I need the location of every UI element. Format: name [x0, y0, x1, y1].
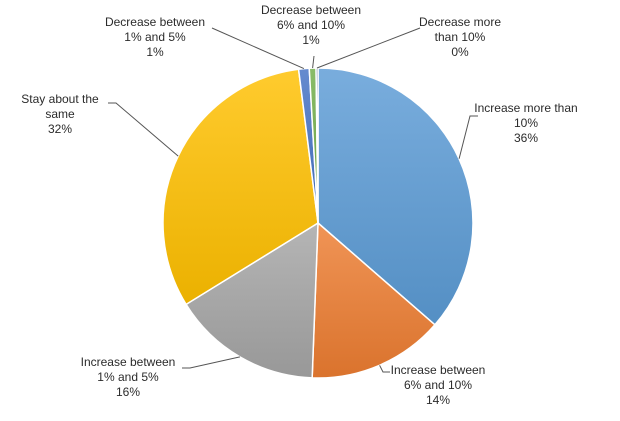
leader-line-increase-1-to-5 [182, 356, 241, 369]
leader-line-increase-6-to-10 [379, 365, 390, 373]
label-stay-about-same: Stay about the same 32% [21, 92, 99, 136]
leader-line-decrease-1-to-5 [211, 27, 305, 70]
slice-increase-1-to-5 [185, 221, 319, 379]
label-decrease-more-than-10: Decrease more than 10% 0% [419, 15, 501, 59]
leader-line-increase-more-than-10 [458, 115, 478, 159]
slice-increase-6-to-10 [311, 221, 436, 379]
slice-increase-more-than-10 [317, 67, 474, 326]
leader-lines [108, 27, 478, 373]
leader-line-decrease-more-than-10 [316, 27, 421, 69]
slice-labels: Increase more than 10% 36% Increase between… [21, 3, 577, 407]
label-increase-1-to-5: Increase between 1% and 5% 16% [81, 355, 176, 399]
label-increase-more-than-10: Increase more than 10% 36% [474, 101, 577, 145]
label-decrease-1-to-5: Decrease between 1% and 5% 1% [105, 15, 205, 59]
leader-line-decrease-6-to-10 [312, 55, 315, 69]
leader-line-stay-about-same [108, 102, 179, 157]
label-decrease-6-to-10: Decrease between 6% and 10% 1% [261, 3, 361, 47]
label-increase-6-to-10: Increase between 6% and 10% 14% [391, 363, 486, 407]
pie-slices [162, 67, 474, 379]
